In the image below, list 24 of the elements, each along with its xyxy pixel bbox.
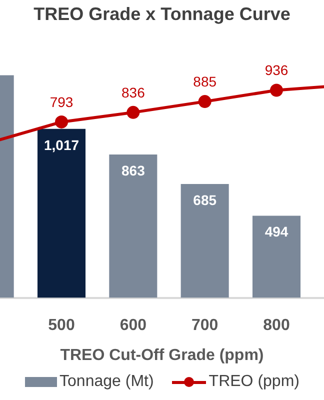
bar xyxy=(252,216,301,298)
data-label: 936 xyxy=(264,62,288,78)
x-axis-title: TREO Cut-Off Grade (ppm) xyxy=(59,347,265,365)
chart-title: TREO Grade x Tonnage Curve xyxy=(32,4,292,25)
bar xyxy=(37,128,86,298)
bar xyxy=(180,184,229,298)
data-label: 494 xyxy=(264,224,288,240)
x-tick-label: 500 xyxy=(48,316,75,334)
data-label: 863 xyxy=(121,162,146,178)
x-tick-label: 600 xyxy=(120,316,147,334)
data-label: 685 xyxy=(193,192,217,208)
x-tick-label: 700 xyxy=(191,316,218,334)
x-tick-label: 800 xyxy=(263,316,290,334)
point xyxy=(270,84,283,97)
point xyxy=(55,115,68,128)
data-label: 793 xyxy=(50,94,74,110)
data-label: 836 xyxy=(121,84,146,100)
legend-label: TREO (ppm) xyxy=(208,373,300,391)
point xyxy=(198,95,212,108)
data-label: 1,017 xyxy=(44,136,80,153)
point xyxy=(126,106,140,119)
bar xyxy=(109,154,158,298)
legend-label: Tonnage (Mt) xyxy=(60,373,154,391)
data-label: 885 xyxy=(193,73,217,90)
